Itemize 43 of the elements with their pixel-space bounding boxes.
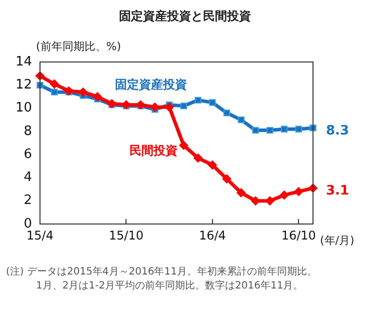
point [238, 116, 244, 124]
text: (注) データは2015年4月～2016年11月。年初来累計の前年同期比。 [6, 266, 317, 278]
y-tick-label: 4 [24, 170, 32, 186]
x-tick-label: 16/4 [198, 228, 226, 242]
point [36, 82, 44, 88]
y-tick-label: 8 [24, 124, 32, 139]
point [78, 88, 88, 97]
x-tick-label: 15/10 [108, 228, 144, 242]
point [194, 96, 202, 104]
series-label: 民間投資 [130, 143, 178, 158]
point [295, 126, 302, 132]
point [179, 140, 188, 150]
series-label: 固定資産投資 [114, 78, 187, 92]
x-tick-label: 16/10 [281, 228, 316, 242]
point [236, 188, 246, 198]
point [266, 126, 274, 134]
point [252, 126, 259, 134]
point [180, 102, 188, 110]
point [150, 102, 160, 112]
text: 1月、2月は1-2月平均の前年同期比。数字は2016年11月。 [36, 280, 304, 292]
point [136, 100, 146, 110]
x-axis-title: (年/月) [320, 234, 354, 247]
point [222, 174, 232, 184]
point [294, 187, 304, 196]
y-axis-title: (前年同期比、%) [36, 40, 122, 53]
data-label: 8.3 [326, 123, 350, 138]
point [280, 126, 288, 132]
point [310, 124, 316, 132]
point [194, 154, 203, 163]
y-tick-label: 12 [15, 78, 32, 93]
y-tick-label: 6 [24, 146, 32, 162]
y-tick-label: 14 [15, 54, 32, 70]
point [208, 160, 217, 170]
point [50, 79, 59, 88]
point [51, 88, 58, 96]
point [92, 92, 102, 102]
chart-title: 固定資産投資と民間投資 [119, 9, 251, 24]
point [280, 190, 289, 200]
y-tick-label: 2 [24, 193, 32, 208]
y-tick-label: 10 [15, 100, 32, 116]
point [223, 110, 230, 116]
data-label: 3.1 [326, 184, 350, 199]
point [209, 99, 216, 106]
